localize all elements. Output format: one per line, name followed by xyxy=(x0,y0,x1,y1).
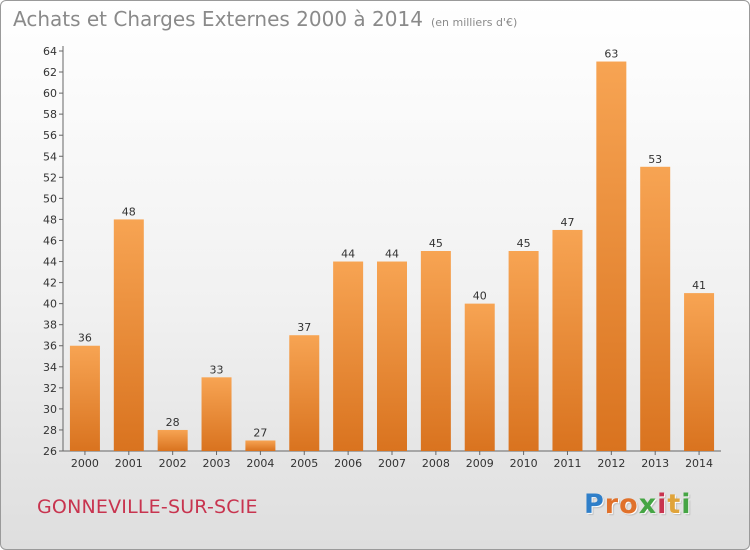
data-label: 45 xyxy=(429,237,443,250)
data-label: 33 xyxy=(210,363,224,376)
bar xyxy=(640,166,671,451)
logo-letter: o xyxy=(619,489,639,520)
x-tick-label: 2005 xyxy=(290,457,318,470)
y-tick-label: 36 xyxy=(43,340,57,353)
y-tick-label: 54 xyxy=(43,150,57,163)
x-tick-label: 2006 xyxy=(334,457,362,470)
x-tick-label: 2013 xyxy=(641,457,669,470)
data-label: 41 xyxy=(692,279,706,292)
y-tick-label: 58 xyxy=(43,108,57,121)
data-label: 44 xyxy=(341,248,355,261)
bar xyxy=(684,293,715,451)
x-tick-label: 2001 xyxy=(115,457,143,470)
x-tick-label: 2011 xyxy=(553,457,581,470)
x-tick-label: 2009 xyxy=(466,457,494,470)
y-tick-label: 56 xyxy=(43,129,57,142)
data-label: 28 xyxy=(166,416,180,429)
bar xyxy=(201,377,232,451)
data-label: 44 xyxy=(385,248,399,261)
y-tick-label: 34 xyxy=(43,361,57,374)
bar xyxy=(157,429,188,451)
x-tick-label: 2008 xyxy=(422,457,450,470)
bar xyxy=(508,251,539,451)
bar xyxy=(245,440,276,451)
data-label: 45 xyxy=(517,237,531,250)
logo-letter: i xyxy=(681,489,692,520)
y-tick-label: 32 xyxy=(43,382,57,395)
x-tick-label: 2002 xyxy=(159,457,187,470)
data-label: 37 xyxy=(297,321,311,334)
y-tick-label: 60 xyxy=(43,87,57,100)
y-tick-label: 64 xyxy=(43,45,57,58)
logo-letter: x xyxy=(638,489,658,520)
bar xyxy=(113,219,144,451)
bar xyxy=(333,261,364,451)
y-tick-label: 52 xyxy=(43,171,57,184)
bar xyxy=(552,229,583,451)
y-tick-label: 40 xyxy=(43,298,57,311)
y-tick-label: 26 xyxy=(43,445,57,458)
y-tick-label: 44 xyxy=(43,256,57,269)
x-tick-label: 2010 xyxy=(510,457,538,470)
bar xyxy=(377,261,407,451)
y-tick-label: 38 xyxy=(43,319,57,332)
y-tick-label: 50 xyxy=(43,192,57,205)
y-tick-label: 28 xyxy=(43,424,57,437)
bar xyxy=(289,335,320,451)
y-tick-label: 48 xyxy=(43,213,57,226)
x-tick-label: 2007 xyxy=(378,457,406,470)
logo-letter: r xyxy=(604,489,620,520)
bar xyxy=(69,345,100,451)
data-label: 63 xyxy=(604,48,618,61)
x-tick-label: 2004 xyxy=(246,457,274,470)
unit-label: (en milliers d'€) xyxy=(430,16,518,29)
bar xyxy=(596,61,627,452)
data-label: 47 xyxy=(560,216,574,229)
y-tick-label: 46 xyxy=(43,234,57,247)
place-name: GONNEVILLE-SUR-SCIE xyxy=(37,496,258,518)
x-tick-label: 2000 xyxy=(71,457,99,470)
logo-letter: i xyxy=(657,489,668,520)
x-tick-label: 2003 xyxy=(203,457,231,470)
y-tick-label: 62 xyxy=(43,66,57,79)
chart-title: Achats et Charges Externes 2000 à 2014 (e… xyxy=(13,7,517,31)
x-tick-label: 2014 xyxy=(685,457,713,470)
x-tick-label: 2012 xyxy=(597,457,625,470)
bar xyxy=(420,251,451,451)
data-label: 48 xyxy=(122,205,136,218)
bar xyxy=(464,303,495,451)
y-tick-label: 30 xyxy=(43,403,57,416)
logo-letter: P xyxy=(584,489,605,520)
data-label: 36 xyxy=(78,332,92,345)
title-text: Achats et Charges Externes 2000 à 2014 xyxy=(13,7,423,31)
data-label: 40 xyxy=(473,290,487,303)
y-tick-label: 42 xyxy=(43,277,57,290)
data-label: 53 xyxy=(648,153,662,166)
data-label: 27 xyxy=(253,426,267,439)
logo-letter: t xyxy=(667,489,682,520)
proxiti-logo: Proxiti xyxy=(584,489,692,520)
